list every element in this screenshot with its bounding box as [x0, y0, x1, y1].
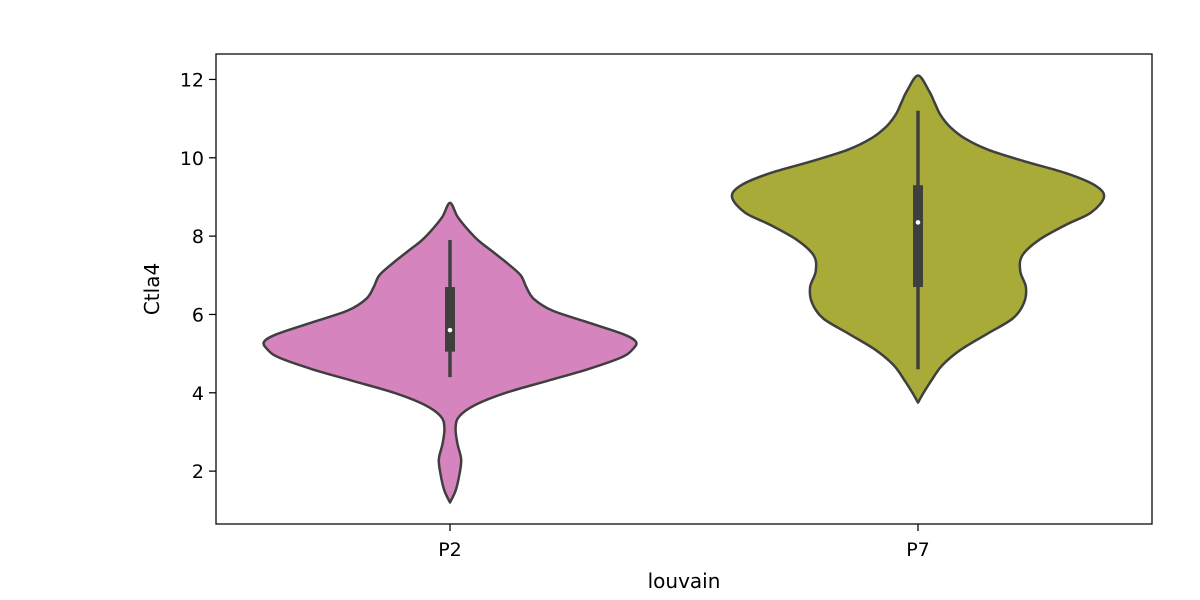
- y-axis-label: Ctla4: [140, 263, 164, 315]
- median-point-P7: [916, 220, 921, 225]
- x-axis-ticks: P2 P7: [438, 524, 930, 561]
- y-tick-label: 8: [192, 226, 204, 248]
- median-point-P2: [448, 328, 453, 333]
- y-tick-label: 2: [192, 461, 204, 483]
- y-tick-label: 6: [192, 304, 204, 326]
- iqr-box-P2: [445, 287, 455, 352]
- iqr-box-P7: [913, 185, 923, 287]
- y-tick-label: 12: [180, 69, 204, 91]
- y-tick-label: 4: [192, 383, 204, 405]
- x-tick-label: P7: [906, 539, 930, 561]
- y-axis-ticks: 2 4 6 8 10 12: [180, 69, 216, 483]
- x-tick-label: P2: [438, 539, 462, 561]
- y-tick-label: 10: [180, 148, 204, 170]
- x-axis-label: louvain: [648, 569, 721, 593]
